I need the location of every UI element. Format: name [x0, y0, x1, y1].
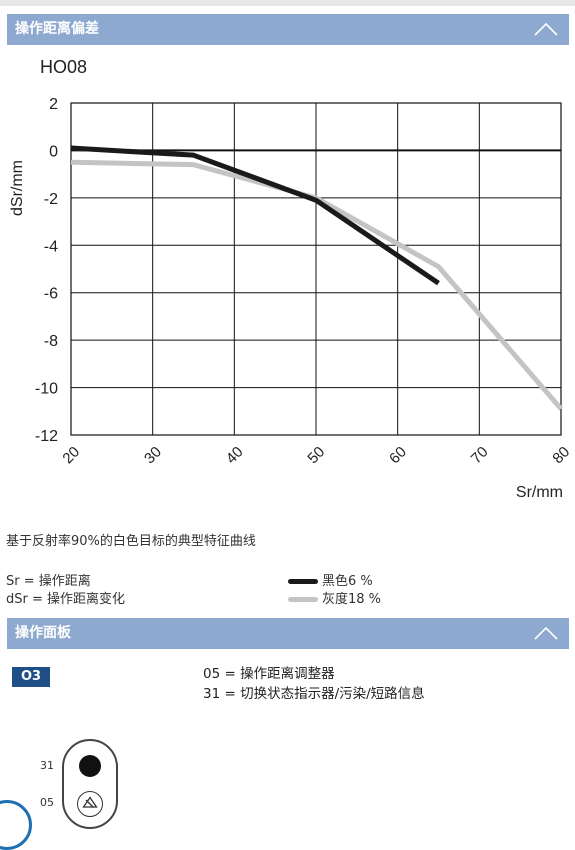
legend-black: 黑色6 %	[288, 570, 373, 589]
legend-gray: 灰度18 %	[288, 588, 381, 607]
legend-gray-label: 灰度18 %	[322, 592, 382, 607]
chart-grid	[70, 102, 562, 436]
series-line-black	[70, 145, 440, 286]
chevron-up-icon[interactable]	[533, 622, 559, 644]
y-tick-label: -2	[44, 191, 58, 208]
x-tick-label: 80	[549, 443, 573, 467]
panel-desc-05: 05 = 操作距离调整器	[203, 666, 335, 682]
x-tick-label: 60	[386, 443, 410, 467]
chart-caption: 基于反射率90%的白色目标的典型特征曲线	[6, 534, 256, 549]
legend-black-swatch	[288, 579, 318, 584]
x-tick-label: 40	[223, 443, 247, 467]
x-tick-label: 20	[59, 443, 83, 467]
plot-frame	[70, 102, 562, 436]
y-tick-label: -12	[35, 428, 58, 445]
y-tick-label: -8	[44, 333, 58, 350]
y-tick-label: -4	[44, 238, 58, 255]
legend-gray-swatch	[288, 597, 318, 602]
section-title: 操作面板	[15, 625, 71, 641]
section-title: 操作距离偏差	[15, 21, 99, 37]
y-tick-label: -6	[44, 286, 58, 303]
label-05: 05	[40, 796, 54, 809]
x-axis-label: Sr/mm	[516, 484, 563, 501]
y-tick-label: -10	[35, 381, 58, 398]
chart-series	[70, 145, 563, 411]
definition-sr: Sr = 操作距离	[6, 574, 91, 589]
deviation-chart: HO08 dSr/mm Sr/mm 20 30 40 50 60 70 8020-2-4-6…	[9, 57, 573, 501]
definition-dsr: dSr = 操作距离变化	[6, 592, 126, 607]
x-tick-label: 30	[141, 443, 165, 467]
operating-panel-diagram	[62, 739, 118, 829]
top-strip	[0, 0, 575, 6]
y-axis-label: dSr/mm	[9, 160, 26, 216]
y-tick-label: 0	[49, 143, 58, 160]
section-header-operating-distance[interactable]: 操作距离偏差	[7, 14, 569, 45]
panel-desc-31: 31 = 切换状态指示器/污染/短路信息	[203, 686, 425, 702]
chevron-up-icon[interactable]	[533, 18, 559, 40]
distance-adjuster-icon	[77, 791, 103, 817]
section-header-operating-panel[interactable]: 操作面板	[7, 618, 569, 649]
chart-title: HO08	[40, 57, 87, 77]
x-tick-label: 50	[304, 443, 328, 467]
legend-black-label: 黑色6 %	[322, 574, 373, 589]
panel-badge: O3	[12, 667, 50, 687]
label-31: 31	[40, 759, 54, 772]
x-tick-label: 70	[468, 443, 492, 467]
brand-logo-icon	[0, 800, 32, 850]
y-tick-label: 2	[49, 96, 58, 113]
led-indicator-icon	[79, 755, 101, 777]
